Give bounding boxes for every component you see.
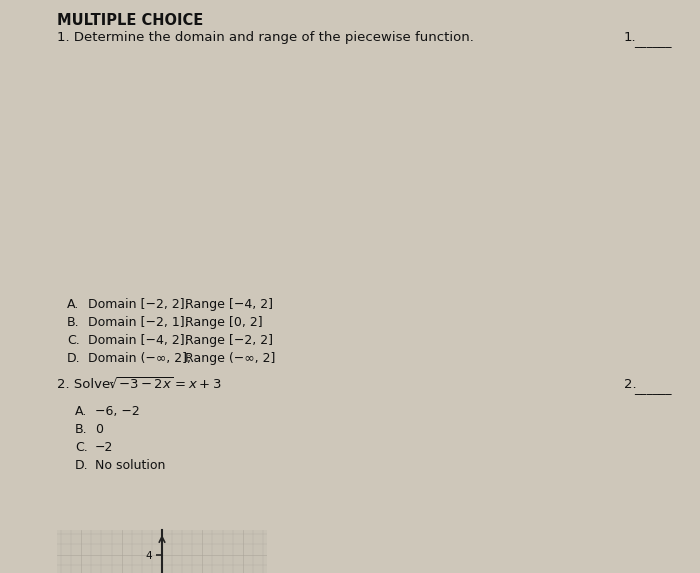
- Text: Domain [−4, 2];: Domain [−4, 2];: [88, 334, 189, 347]
- Text: Domain (−∞, 2];: Domain (−∞, 2];: [88, 352, 191, 365]
- Text: 0: 0: [95, 423, 103, 436]
- Text: Domain [−2, 1];: Domain [−2, 1];: [88, 316, 189, 329]
- Text: D.: D.: [67, 352, 80, 365]
- Text: Range [0, 2]: Range [0, 2]: [185, 316, 262, 329]
- Text: A.: A.: [75, 405, 88, 418]
- Text: −2: −2: [95, 441, 113, 454]
- Text: MULTIPLE CHOICE: MULTIPLE CHOICE: [57, 13, 203, 28]
- Text: B.: B.: [75, 423, 88, 436]
- Text: Domain [−2, 2];: Domain [−2, 2];: [88, 298, 189, 311]
- Text: 2. Solve:: 2. Solve:: [57, 378, 115, 391]
- Text: 1. Determine the domain and range of the piecewise function.: 1. Determine the domain and range of the…: [57, 31, 474, 44]
- Text: B.: B.: [67, 316, 80, 329]
- Text: C.: C.: [67, 334, 80, 347]
- Text: 1.: 1.: [624, 31, 636, 44]
- Text: −6, −2: −6, −2: [95, 405, 140, 418]
- Text: D.: D.: [75, 459, 89, 472]
- Text: $\sqrt{-3-2x}$$ = x+3$: $\sqrt{-3-2x}$$ = x+3$: [108, 377, 222, 392]
- Text: A.: A.: [67, 298, 79, 311]
- Text: Range [−4, 2]: Range [−4, 2]: [185, 298, 273, 311]
- Text: Range [−2, 2]: Range [−2, 2]: [185, 334, 273, 347]
- Text: ______: ______: [634, 35, 671, 48]
- Text: No solution: No solution: [95, 459, 165, 472]
- Text: 2.: 2.: [624, 378, 636, 391]
- Text: C.: C.: [75, 441, 88, 454]
- Text: ______: ______: [634, 382, 671, 395]
- Text: Range (−∞, 2]: Range (−∞, 2]: [185, 352, 275, 365]
